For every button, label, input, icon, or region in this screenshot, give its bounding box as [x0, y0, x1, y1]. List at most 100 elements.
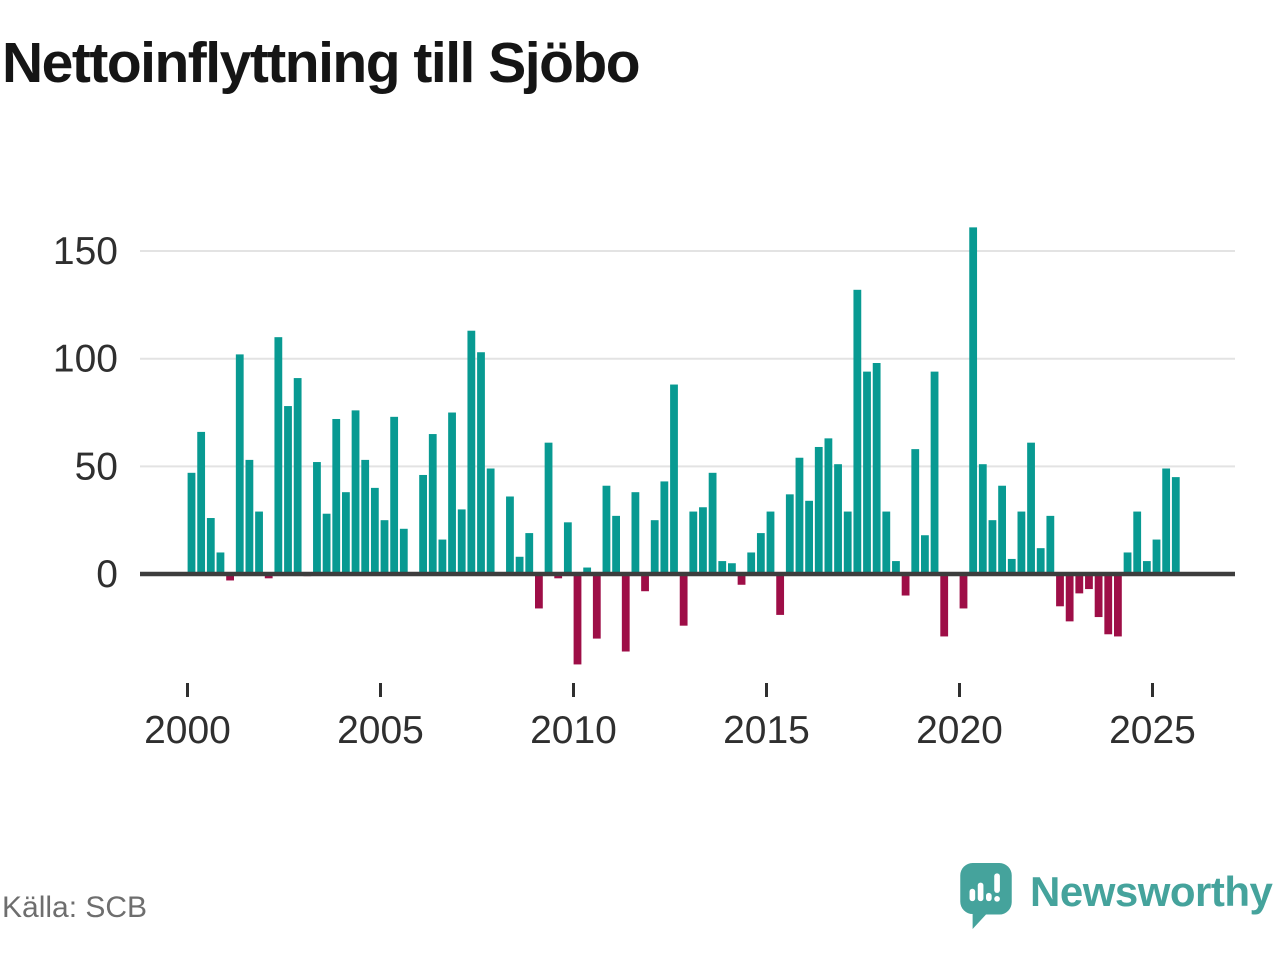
bar-positive: [284, 406, 292, 574]
bar-negative: [776, 574, 785, 615]
bar-positive: [1133, 511, 1142, 574]
newsworthy-wordmark: Newsworthy: [1030, 868, 1273, 915]
bar-positive: [747, 552, 756, 574]
bar-positive: [332, 418, 341, 574]
bar-positive: [911, 449, 920, 574]
bar-negative: [737, 574, 746, 585]
bar-positive: [699, 507, 707, 574]
bar-negative: [1114, 574, 1122, 637]
bar-negative: [959, 574, 968, 609]
bar-positive: [438, 539, 447, 574]
bar-positive: [1171, 477, 1180, 574]
bar-positive: [342, 492, 350, 574]
bar-positive: [583, 567, 592, 574]
bar-positive: [428, 434, 437, 574]
bar-negative: [641, 574, 649, 592]
bar-positive: [216, 552, 225, 574]
x-axis-tick-label: 2005: [337, 709, 424, 752]
bar-positive: [824, 438, 833, 574]
bar-positive: [805, 500, 813, 574]
bar-negative: [1075, 574, 1084, 594]
bar-positive: [766, 511, 775, 574]
bar-positive: [255, 511, 263, 574]
bar-positive: [843, 511, 852, 574]
bar-positive: [419, 474, 427, 574]
bar-positive: [978, 464, 987, 574]
bar-positive: [988, 520, 997, 574]
bar-positive: [872, 363, 881, 574]
bar-positive: [1162, 468, 1171, 574]
bar-positive: [863, 371, 871, 574]
bar-positive: [921, 535, 929, 574]
bar-positive: [1027, 442, 1035, 574]
bar-positive: [370, 487, 379, 574]
bar-positive: [1123, 552, 1132, 574]
bar-negative: [901, 574, 910, 596]
bar-positive: [1017, 511, 1026, 574]
bar-positive: [361, 459, 370, 574]
bar-positive: [756, 533, 765, 574]
bar-positive: [390, 416, 399, 574]
bar-positive: [399, 528, 408, 574]
bar-positive: [670, 384, 678, 574]
bar-positive: [206, 518, 215, 574]
exclamation-bar-glyph: [994, 873, 1000, 893]
bar-positive: [457, 509, 466, 574]
bar-positive: [380, 520, 389, 574]
bar-positive: [660, 481, 669, 574]
bar-positive: [515, 556, 524, 574]
bar-positive: [322, 513, 331, 574]
bar-negative: [535, 574, 543, 609]
bar-positive: [506, 496, 514, 574]
bar-negative: [226, 574, 234, 581]
bar-positive: [892, 561, 900, 574]
x-axis-tick-label: 2015: [723, 709, 810, 752]
bar-positive: [612, 515, 620, 574]
bar-negative: [940, 574, 949, 637]
exclamation-dot-glyph: [994, 896, 1000, 902]
bar-positive: [795, 457, 804, 574]
y-axis-tick-label: 50: [75, 445, 118, 488]
bar-positive: [1046, 515, 1055, 574]
bar-negative: [1065, 574, 1074, 622]
page-title: Nettoinflyttning till Sjöbo: [2, 31, 641, 95]
bar-positive: [998, 485, 1006, 574]
newsworthy-logo: Newsworthy: [958, 860, 1278, 932]
bar-positive: [728, 563, 736, 574]
bar-positive: [274, 337, 283, 574]
bar-positive: [525, 533, 534, 574]
bar-positive: [718, 561, 727, 574]
bar-positive: [1036, 548, 1045, 574]
bar-positive: [293, 378, 302, 574]
bar-positive: [235, 354, 244, 574]
bar-positive: [351, 410, 360, 574]
newsworthy-logo-icon: [960, 863, 1012, 929]
x-axis-tick-label: 2010: [530, 709, 617, 752]
bar-positive: [1142, 561, 1151, 574]
y-axis-tick-label: 0: [96, 553, 118, 596]
bar-negative: [1085, 574, 1093, 590]
bar-positive: [834, 464, 842, 574]
bar-glyph: [986, 892, 992, 902]
bar-positive: [467, 330, 476, 574]
bar-negative: [1104, 574, 1113, 635]
bar-positive: [650, 520, 659, 574]
bar-positive: [969, 227, 978, 574]
bar-positive: [1007, 558, 1016, 574]
bar-positive: [448, 412, 456, 574]
bar-negative: [1094, 574, 1103, 618]
bar-positive: [785, 494, 794, 574]
bar-negative: [573, 574, 582, 665]
bar-positive: [197, 431, 206, 574]
bar-positive: [1152, 539, 1161, 574]
bar-positive: [544, 442, 553, 574]
bar-positive: [486, 468, 495, 574]
y-axis-tick-label: 150: [53, 230, 118, 273]
bar-positive: [245, 459, 254, 574]
bar-positive: [477, 352, 485, 574]
bar-negative: [679, 574, 688, 626]
x-axis-tick-label: 2025: [1109, 709, 1196, 752]
bar-negative: [1056, 574, 1064, 607]
bar-positive: [853, 289, 862, 574]
